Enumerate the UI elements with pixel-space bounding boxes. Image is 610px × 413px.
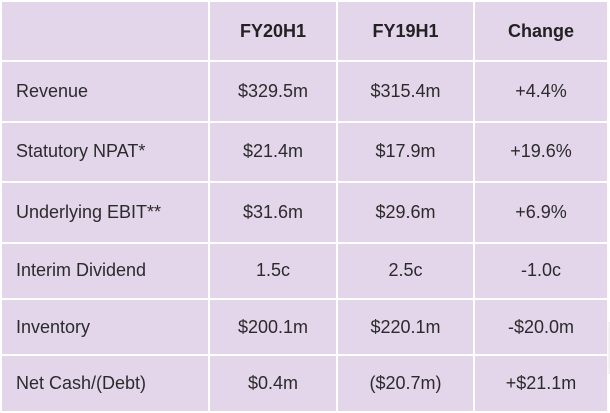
cell-fy19h1: $220.1m (336, 298, 475, 357)
cell-fy20h1: $21.4m (208, 120, 338, 184)
header-cell-change: Change (473, 0, 609, 62)
table-row: Net Cash/(Debt) $0.4m ($20.7m) +$21.1m (0, 354, 609, 413)
row-label: Inventory (0, 298, 210, 357)
header-cell-fy20h1: FY20H1 (208, 0, 338, 62)
row-label: Revenue (0, 60, 210, 123)
cell-change: -1.0c (473, 241, 609, 301)
table-row: Statutory NPAT* $21.4m $17.9m +19.6% (0, 120, 609, 184)
row-label: Statutory NPAT* (0, 120, 210, 184)
cell-fy19h1: $29.6m (336, 181, 475, 244)
table-row: Underlying EBIT** $31.6m $29.6m +6.9% (0, 181, 609, 244)
table-row: Inventory $200.1m $220.1m -$20.0m (0, 298, 609, 357)
cell-change: +$21.1m (473, 354, 609, 413)
row-label: Underlying EBIT** (0, 181, 210, 244)
cell-fy19h1: $315.4m (336, 60, 475, 123)
cell-change: +4.4% (473, 60, 609, 123)
header-cell-fy19h1: FY19H1 (336, 0, 475, 62)
cell-fy20h1: 1.5c (208, 241, 338, 301)
cell-fy20h1: $329.5m (208, 60, 338, 123)
cell-fy20h1: $200.1m (208, 298, 338, 357)
row-label: Net Cash/(Debt) (0, 354, 210, 413)
edge-shadow (607, 322, 610, 374)
cell-fy19h1: 2.5c (336, 241, 475, 301)
table-row: Revenue $329.5m $315.4m +4.4% (0, 60, 609, 123)
cell-fy20h1: $0.4m (208, 354, 338, 413)
row-label: Interim Dividend (0, 241, 210, 301)
cell-change: -$20.0m (473, 298, 609, 357)
cell-fy19h1: $17.9m (336, 120, 475, 184)
table-row: Interim Dividend 1.5c 2.5c -1.0c (0, 241, 609, 301)
table-header-row: FY20H1 FY19H1 Change (0, 0, 609, 62)
cell-fy20h1: $31.6m (208, 181, 338, 244)
cell-change: +19.6% (473, 120, 609, 184)
header-cell-blank (0, 0, 210, 62)
cell-change: +6.9% (473, 181, 609, 244)
cell-fy19h1: ($20.7m) (336, 354, 475, 413)
